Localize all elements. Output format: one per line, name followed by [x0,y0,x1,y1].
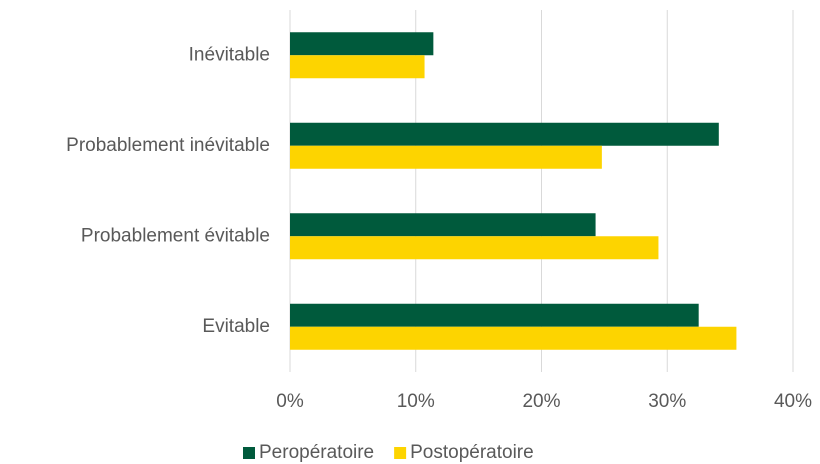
legend-swatch [394,447,407,459]
bar [290,326,737,350]
x-tick-label: 20% [522,391,560,412]
x-tick-label: 40% [774,391,812,412]
bar [290,122,719,146]
x-tick-label: 10% [397,391,435,412]
legend-swatch [243,447,255,459]
bar [290,236,659,260]
y-tick-label: Inévitable [189,44,270,65]
x-tick-label: 0% [276,391,304,412]
bar [290,145,602,169]
legend-label: Postopératoire [410,442,534,463]
y-tick-label: Probablement inévitable [66,135,270,156]
y-tick-label: Probablement évitable [81,225,270,246]
bar [290,213,596,237]
bar [290,55,425,79]
bar [290,32,434,56]
x-tick-label: 30% [648,391,686,412]
legend-label: Peropératoire [259,442,374,463]
bar [290,303,699,327]
y-tick-label: Evitable [202,316,270,337]
